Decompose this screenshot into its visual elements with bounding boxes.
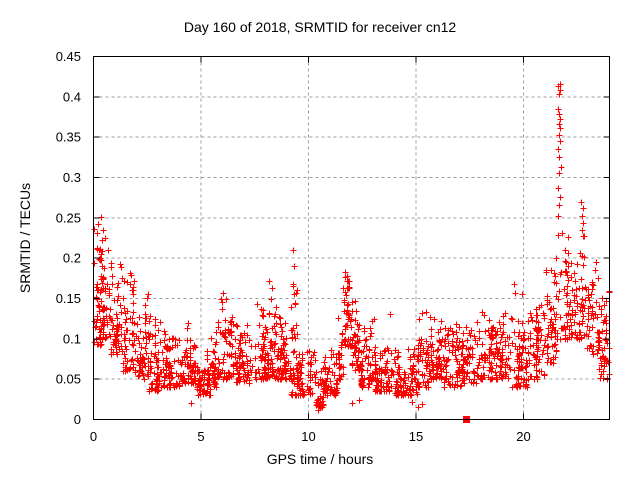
x-tick-label: 0 [90,429,97,444]
x-tick-label: 5 [197,429,204,444]
axis-ticks [93,56,610,420]
x-tick-labels: 0 5 10 15 20 [90,429,531,444]
y-tick-label: 0.45 [56,49,81,64]
y-tick-label: 0 [74,412,81,427]
y-tick-label: 0.4 [63,89,81,104]
x-tick-label: 15 [409,429,423,444]
data-points [91,81,613,414]
chart-title: Day 160 of 2018, SRMTID for receiver cn1… [183,19,457,35]
y-tick-label: 0.35 [56,130,81,145]
y-tick-label: 0.05 [56,372,81,387]
y-tick-labels: 0 0.05 0.1 0.15 0.2 0.25 0.3 0.35 0.4 0.45 [56,49,81,427]
plot-border [93,56,610,420]
y-tick-label: 0.1 [63,331,81,346]
y-tick-label: 0.15 [56,291,81,306]
y-tick-label: 0.25 [56,210,81,225]
y-tick-label: 0.2 [63,251,81,266]
grid-lines [93,56,610,420]
x-axis-label: GPS time / hours [266,451,374,467]
y-tick-label: 0.3 [63,170,81,185]
x-tick-label: 10 [301,429,315,444]
x-tick-label: 20 [516,429,530,444]
